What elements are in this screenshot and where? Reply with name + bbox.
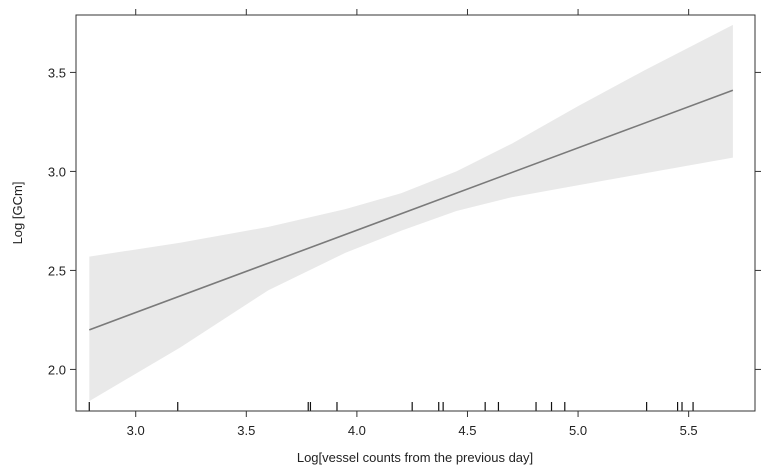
y-tick-label: 3.5: [48, 65, 66, 80]
x-axis-title: Log[vessel counts from the previous day]: [297, 450, 533, 465]
x-tick-label: 5.5: [680, 423, 698, 438]
y-tick-label: 2.0: [48, 362, 66, 377]
x-tick-label: 4.0: [348, 423, 366, 438]
x-tick-label: 3.0: [127, 423, 145, 438]
x-tick-label: 5.0: [569, 423, 587, 438]
x-tick-label: 4.5: [458, 423, 476, 438]
y-axis: 2.0 2.5 3.0 3.5: [48, 65, 761, 377]
y-tick-label: 3.0: [48, 164, 66, 179]
x-tick-label: 3.5: [237, 423, 255, 438]
rug-layer: [88, 402, 694, 411]
fit-line: [88, 89, 734, 331]
confidence-band-layer: [89, 24, 733, 402]
y-axis-title: Log [GCm]: [10, 182, 25, 245]
y-tick-label: 2.5: [48, 263, 66, 278]
x-axis: 3.0 3.5 4.0 4.5 5.0 5.5: [127, 9, 698, 438]
confidence-band: [89, 24, 733, 402]
plot-frame: [75, 14, 756, 412]
fit-line-layer: [88, 89, 734, 331]
